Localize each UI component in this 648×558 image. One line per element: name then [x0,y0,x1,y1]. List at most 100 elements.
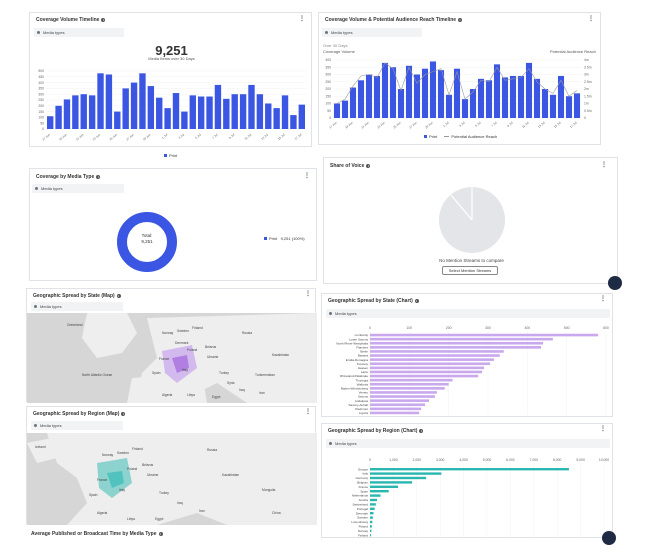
x-tick-label: 15 Jul [277,132,286,140]
x-tick-label: 29 Jun [424,120,434,129]
bar [370,476,427,480]
x-tick-label: 1 Jul [161,132,169,139]
info-icon[interactable]: i [101,17,106,22]
more-menu-icon[interactable]: ⋮ [601,162,607,168]
info-icon[interactable]: i [458,17,463,22]
bar [80,94,87,129]
map-label: Kazakhstan [272,353,290,357]
x-tick-label: 400 [524,326,530,330]
info-icon[interactable]: i [419,428,424,433]
media-types-filter[interactable]: Media types [31,421,123,430]
bar [189,95,196,129]
more-menu-icon[interactable]: ⋮ [600,296,606,302]
reach-line [336,62,578,104]
info-icon[interactable]: i [414,298,419,303]
y-right-tick-label: 2m [584,87,589,91]
region-map[interactable]: Iceland Norway Sweden Finland Poland Bel… [27,433,317,525]
x-tick-label: 17 Jul [569,120,578,128]
y-right-tick-label: 1.5m [584,94,592,98]
bar [381,62,389,118]
media-types-filter[interactable]: Media types [31,302,123,311]
category-label: France [359,485,369,489]
bar [477,78,485,118]
bar [370,370,483,374]
y-tick-label: 150 [38,110,44,114]
bar [370,337,553,341]
bar [197,96,205,129]
y-right-tick-label: 2.5m [584,80,592,84]
state-chart-panel: Geographic Spread by State (Chart) i ⋮ Me… [321,293,613,417]
bar [370,374,479,378]
info-icon[interactable]: i [366,163,371,168]
bar [461,99,469,118]
bar [413,74,421,118]
x-tick-label: 7,000 [530,458,539,462]
more-menu-icon[interactable]: ⋮ [588,16,594,22]
category-label: Austria [359,498,369,502]
info-icon[interactable]: i [121,411,126,416]
more-menu-icon[interactable]: ⋮ [305,291,311,297]
bar [248,84,255,129]
media-types-filter[interactable]: Media types [34,28,124,37]
x-tick-label: 11 Jul [521,120,530,128]
bar [370,516,373,519]
category-label: Spain [360,489,368,493]
bar [370,346,542,349]
category-label: Lombardy [355,333,369,337]
info-icon[interactable]: i [116,293,121,298]
more-menu-icon[interactable]: ⋮ [305,409,311,415]
x-tick-label: 17 Jun [41,132,51,141]
bar [172,93,180,129]
media-types-filter[interactable]: Media types [326,309,610,318]
x-tick-label: 1,000 [389,458,398,462]
bar [214,84,222,129]
y-left-tick-label: 150 [325,94,331,98]
bar [370,503,376,506]
bar [265,103,272,129]
category-label: Belgium [357,481,368,485]
more-menu-icon[interactable]: ⋮ [600,426,606,432]
state-map[interactable]: Greenland Norway Sweden Finland Denmark … [27,313,317,403]
y-left-tick-label: 50 [327,109,331,113]
bar [421,68,429,118]
x-tick-label: 500 [564,326,570,330]
media-type-legend: Print 9,251 (100%) [264,236,305,241]
filter-icon [37,31,40,34]
x-tick-label: 9 Jul [228,132,236,139]
category-label: Rhineland-Palatinate [340,374,368,378]
media-types-filter[interactable]: Media types [32,184,124,193]
media-types-filter[interactable]: Media types [326,439,610,448]
bar [370,411,420,415]
info-icon[interactable]: i [96,174,101,179]
media-types-filter[interactable]: Media types [322,28,422,37]
info-icon[interactable]: i [158,531,163,536]
category-label: Hessen [358,366,369,370]
media-type-title: Coverage by Media Type i [36,174,101,180]
more-menu-icon[interactable]: ⋮ [304,173,310,179]
y-right-tick-label: 3m [584,73,589,77]
left-axis-title: Coverage Volume [323,49,355,54]
help-fab-icon[interactable] [602,531,616,545]
bar [370,498,378,502]
x-tick-label: 21 Jun [360,120,370,129]
map-label: Libya [187,393,195,397]
filter-icon [35,187,38,190]
bar [239,94,247,129]
bar [469,89,477,118]
donut-ring [117,212,177,272]
bar [370,341,544,345]
x-tick-label: 19 Jun [344,120,354,129]
total-subtitle: Media Items over 30 Days [148,56,195,61]
y-tick-label: 100 [38,116,44,120]
more-menu-icon[interactable]: ⋮ [299,16,305,22]
category-label: Norway [358,529,369,533]
category-label: Berlin [360,350,368,354]
help-fab-icon[interactable] [608,276,622,290]
map-label: Sweden [117,451,129,455]
no-streams-message: No Mention Streams to compare [439,258,504,263]
select-streams-button[interactable]: Select Mention Streams [442,266,498,275]
bar [370,358,494,361]
x-tick-label: 23 Jun [376,120,386,129]
bar [256,94,264,129]
